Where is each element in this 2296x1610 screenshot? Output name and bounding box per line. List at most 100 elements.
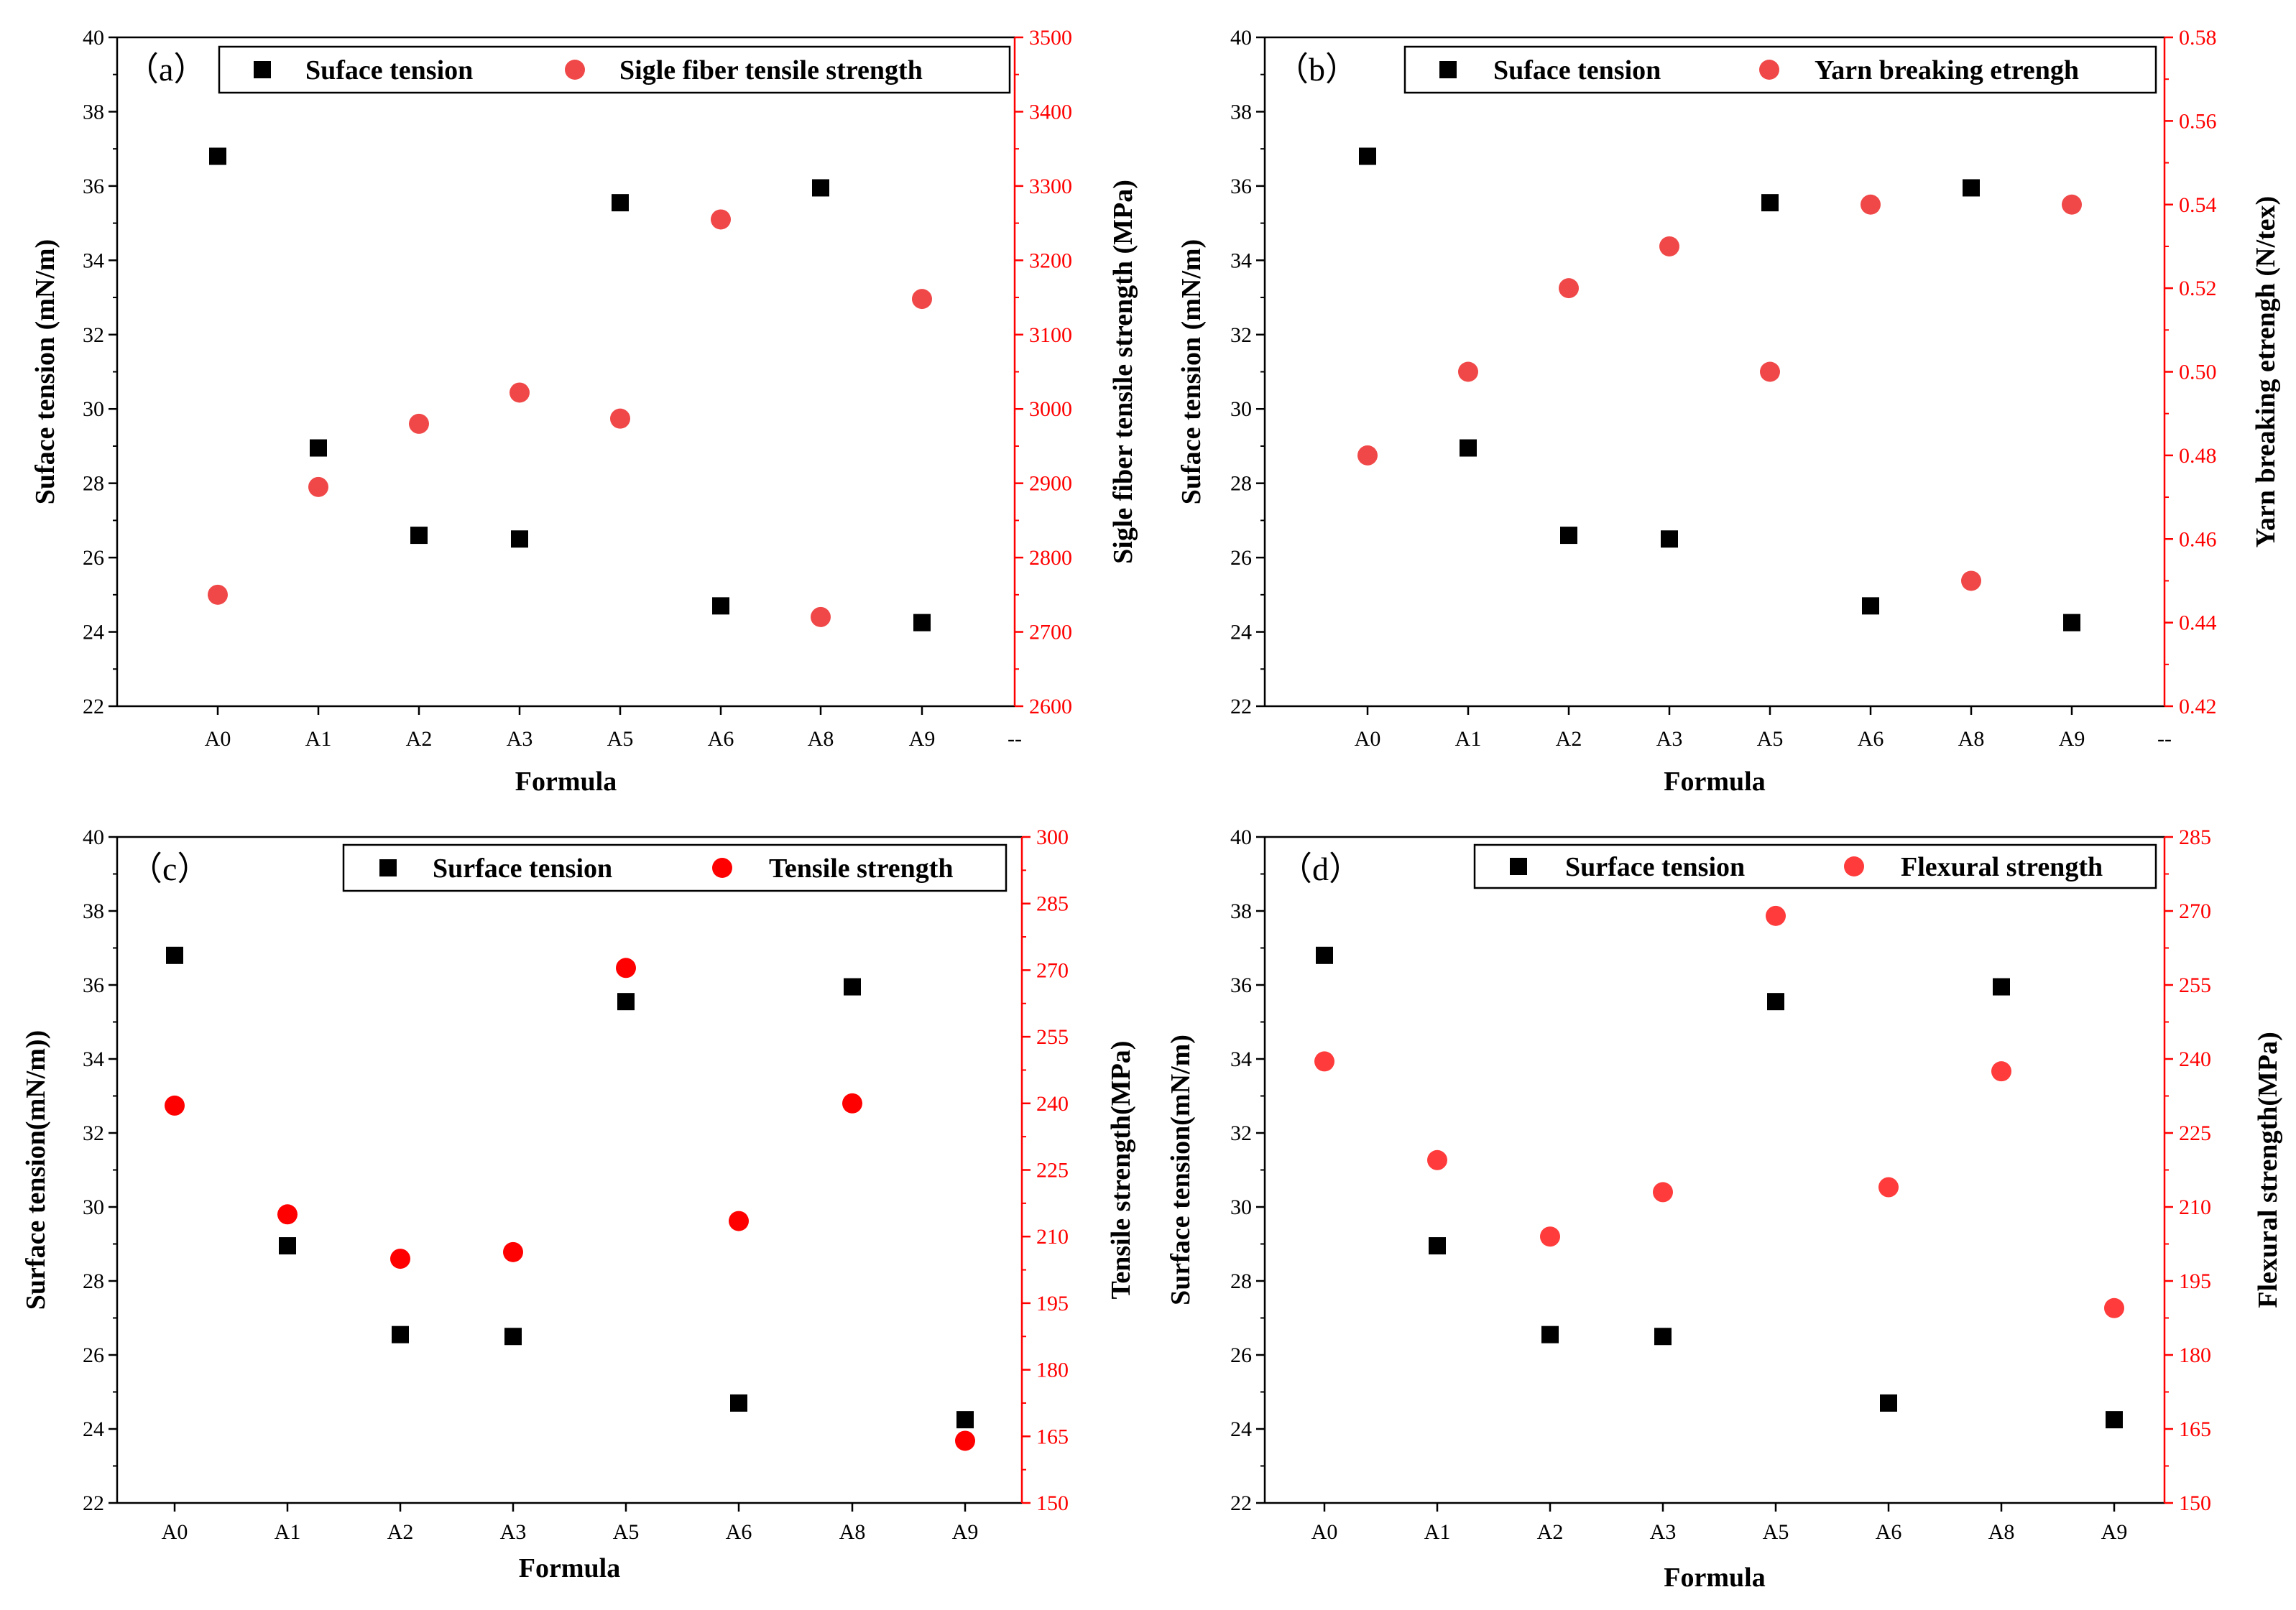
x-tick-label: A2 [1537,1520,1564,1544]
y-tick-label: 24 [1230,621,1252,644]
x-tick-label: A1 [1455,727,1482,751]
strength-point [390,1249,410,1269]
strength-point [409,413,429,434]
legend-marker-square [379,859,397,876]
x-tick-label: A0 [162,1520,188,1544]
y-tick-label: 34 [1230,1047,1252,1071]
surface-tension-point [209,147,226,165]
y2-tick-label: 2800 [1029,546,1072,570]
y-tick-label: 30 [83,397,104,421]
y-tick-label: 32 [83,1121,104,1145]
strength-point [1357,445,1378,466]
legend-marker-circle [565,60,585,80]
x-tick-label: A0 [205,727,231,751]
y-tick-label: 22 [1230,1491,1252,1515]
y2-tick-label: 285 [1036,892,1069,916]
strength-point [1314,1051,1334,1072]
surface-tension-point [1993,978,2010,996]
y2-tick-label: 180 [2179,1343,2211,1367]
surface-tension-point [310,439,327,457]
x-tick-label: A9 [2101,1520,2128,1544]
surface-tension-point [511,530,528,548]
legend-label: Flexural strength [1901,852,2103,882]
strength-point [729,1211,749,1231]
y-axis-title: Surface tension(mN/m) [1166,1035,1196,1305]
chart-panel-3: 22 24 26 28 30 32 34 36 38 40 150 165 180 195 210 225 24… [1166,825,2283,1593]
y2-tick-label: 3100 [1029,323,1072,347]
surface-tension-point [392,1326,409,1343]
y-axis-title: Suface tension (mN/m) [30,239,60,504]
x-tick-label: A6 [1876,1520,1902,1544]
x-tick-label: A6 [726,1520,752,1544]
strength-point [1540,1226,1560,1247]
y2-axis-title: Yarn breaking etrengh (N/tex) [2251,196,2281,547]
legend-label: Surface tension [433,853,612,884]
y-tick-label: 30 [1230,1195,1252,1219]
strength-point [1427,1149,1447,1170]
x-tick-label: A0 [1355,727,1381,751]
y2-tick-label: 195 [2179,1269,2211,1293]
x-tick-label: A1 [305,727,332,751]
y-tick-label: 24 [83,621,104,644]
x-tick-label: A0 [1311,1520,1338,1544]
chart-panel-2: 22 24 26 28 30 32 34 36 38 40 150 165 180 195 210 225 24… [21,825,1136,1583]
surface-tension-point [279,1237,296,1255]
surface-tension-point [1359,147,1376,165]
surface-tension-point [844,978,861,996]
y2-axis-title: Sigle fiber tensile strength (MPa) [1108,180,1138,564]
y-tick-label: 28 [1230,472,1252,496]
y-tick-label: 36 [1230,973,1252,997]
surface-tension-point [1767,993,1784,1011]
strength-point [1766,905,1786,926]
y2-tick-label: 3000 [1029,397,1072,421]
y2-tick-label: 2900 [1029,472,1072,496]
y2-tick-label: 3400 [1029,100,1072,124]
panel-label: （a） [126,51,206,88]
surface-tension-point [1661,530,1678,548]
y2-tick-label: 0.44 [2179,611,2217,635]
y2-tick-label: 240 [1036,1092,1069,1116]
x-tick-label: A1 [1424,1520,1451,1544]
x-tick-label: A6 [708,727,734,751]
y2-tick-label: 255 [1036,1025,1069,1049]
legend-label: Surface tension [1565,852,1745,882]
y2-tick-label: 165 [1036,1425,1069,1448]
x-tick-label: A1 [275,1520,301,1544]
surface-tension-point [1316,946,1333,964]
y-tick-label: 26 [1230,1343,1252,1367]
y-tick-label: 28 [1230,1269,1252,1293]
x-tick-label: A8 [1958,727,1985,751]
x-tick-label: A6 [1858,727,1884,751]
panel-label: （b） [1276,51,1358,88]
y2-tick-label: 0.56 [2179,109,2217,133]
legend-marker-square [1510,858,1527,875]
y-tick-label: 28 [83,1269,104,1293]
y2-tick-label: 3500 [1029,26,1072,50]
y-tick-label: 26 [1230,546,1252,570]
y-axis-title: Suface tension (mN/m) [1176,239,1207,504]
strength-point [1861,194,1881,215]
y2-tick-label: 180 [1036,1359,1069,1382]
y-tick-label: 38 [83,899,104,923]
strength-point [811,606,831,627]
surface-tension-point [1654,1328,1672,1346]
surface-tension-point [612,194,629,212]
x-axis-title: Formula [1664,1563,1765,1593]
y-tick-label: 34 [83,1047,104,1071]
y2-tick-label: 300 [1036,825,1069,849]
x-tick-label: A9 [2059,727,2085,751]
strength-point [1991,1061,2011,1082]
y-tick-label: 38 [1230,100,1252,124]
legend-label: Suface tension [305,55,473,85]
y-tick-label: 26 [83,546,104,570]
x-tick-label: A8 [839,1520,866,1544]
y2-tick-label: 270 [1036,958,1069,982]
y-tick-label: 28 [83,472,104,496]
surface-tension-point [712,597,729,615]
x-tick-label: A9 [909,727,936,751]
x-tick-label: A2 [406,727,433,751]
y2-tick-label: 255 [2179,973,2211,997]
legend-box [1473,843,2157,889]
y2-tick-label: 2700 [1029,621,1072,644]
strength-point [1559,278,1579,299]
